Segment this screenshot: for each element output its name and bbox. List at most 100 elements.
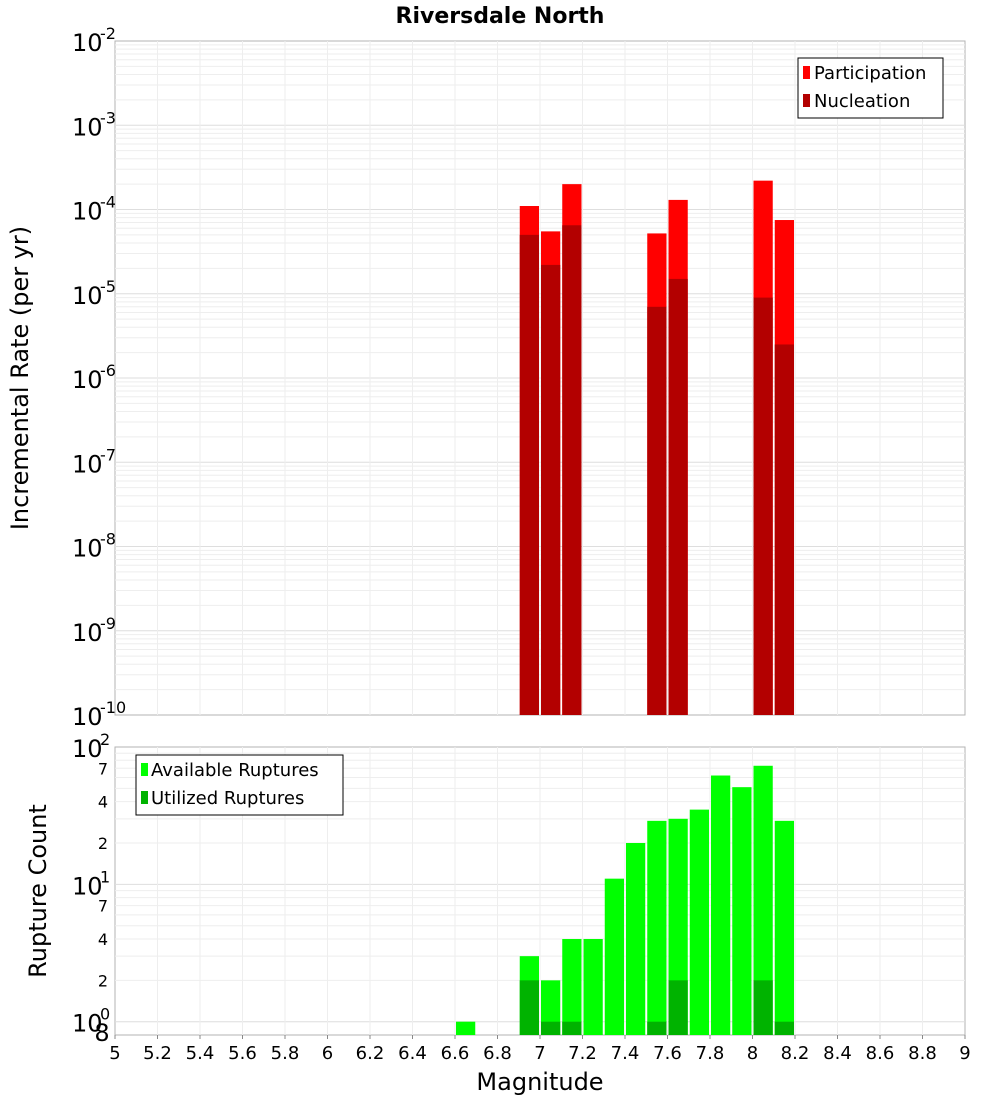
count-bars <box>456 765 794 1035</box>
bar-nucleation <box>647 306 667 715</box>
y-tick-exponent: -10 <box>100 698 126 717</box>
y-tick-exponent: 2 <box>100 730 110 749</box>
legend-swatch-available-ruptures <box>141 763 148 776</box>
x-tick-label: 8.8 <box>908 1043 937 1064</box>
bar-nucleation <box>562 225 582 715</box>
x-tick-label: 6.4 <box>398 1043 427 1064</box>
y-tick-exponent: -5 <box>100 277 116 296</box>
bar-nucleation <box>519 234 539 716</box>
x-tick-label: 7 <box>534 1043 545 1064</box>
x-tick-label: 5 <box>109 1043 120 1064</box>
legend-label-utilized-ruptures: Utilized Ruptures <box>151 788 304 809</box>
bar-utilized-ruptures <box>668 980 688 1035</box>
y-tick-exponent: 1 <box>100 867 110 886</box>
bar-nucleation <box>753 297 773 715</box>
y-tick-exponent: -2 <box>100 24 116 43</box>
bar-utilized-ruptures <box>519 980 539 1035</box>
y-tick-base: 10 <box>72 735 103 763</box>
y-minor-tick-label: 2 <box>98 971 108 990</box>
bar-available-ruptures <box>604 878 624 1035</box>
y-tick-base: 10 <box>72 113 103 141</box>
x-tick-label: 5.2 <box>143 1043 172 1064</box>
y-tick-base: 10 <box>72 29 103 57</box>
rate-legend: Participation Nucleation <box>797 57 944 119</box>
legend-label-available-ruptures: Available Ruptures <box>151 760 319 781</box>
bar-available-ruptures <box>753 765 773 1035</box>
y-minor-tick-label: 4 <box>98 793 108 812</box>
y-tick-exponent: -6 <box>100 361 116 380</box>
count-y-axis-label: Rupture Count <box>24 804 52 978</box>
x-tick-label: 5.4 <box>186 1043 215 1064</box>
y-tick-base: 10 <box>72 198 103 226</box>
x-tick-label: 8 <box>747 1043 758 1064</box>
x-tick-label: 7.2 <box>568 1043 597 1064</box>
count-legend: Available Ruptures Utilized Ruptures <box>135 754 344 816</box>
x-tick-label: 8.6 <box>866 1043 895 1064</box>
bar-utilized-ruptures <box>753 980 773 1035</box>
y-minor-tick-label: 7 <box>98 759 108 778</box>
y-tick-base: 10 <box>72 703 103 731</box>
x-tick-label: 6.6 <box>441 1043 470 1064</box>
bar-available-ruptures <box>774 820 794 1035</box>
x-tick-label: 8.4 <box>823 1043 852 1064</box>
legend-label-nucleation: Nucleation <box>814 91 910 112</box>
legend-swatch-nucleation <box>803 94 810 107</box>
y-tick-base: 10 <box>72 282 103 310</box>
y-tick-exponent: -8 <box>100 530 116 549</box>
legend-swatch-utilized-ruptures <box>141 791 148 804</box>
x-tick-label: 5.6 <box>228 1043 257 1064</box>
rate-y-axis-label: Incremental Rate (per yr) <box>6 226 34 530</box>
x-tick-label: 7.4 <box>611 1043 640 1064</box>
bar-nucleation <box>541 264 561 715</box>
y-minor-tick-label: 8 <box>94 1019 109 1047</box>
y-tick-exponent: -9 <box>100 614 116 633</box>
y-minor-tick-label: 2 <box>98 834 108 853</box>
y-tick-exponent: 0 <box>100 1005 110 1024</box>
x-tick-label: 9 <box>959 1043 970 1064</box>
bar-available-ruptures <box>583 939 603 1035</box>
y-minor-tick-label: 4 <box>98 930 108 949</box>
x-tick-label: 6.8 <box>483 1043 512 1064</box>
y-tick-exponent: -7 <box>100 445 116 464</box>
chart-title: Riversdale North <box>396 4 605 29</box>
y-tick-base: 10 <box>72 366 103 394</box>
legend-label-participation: Participation <box>814 63 926 84</box>
x-tick-labels: 5 5.2 5.4 5.6 5.8 6 6.2 6.4 6.6 6.8 7 7.2 7.4 7.6 7.8 8… <box>109 1035 971 1064</box>
x-tick-label: 7.6 <box>653 1043 682 1064</box>
x-tick-label: 8.2 <box>781 1043 810 1064</box>
bar-nucleation <box>774 344 794 715</box>
count-legend-box <box>135 754 344 816</box>
y-tick-base: 10 <box>72 450 103 478</box>
y-tick-base: 10 <box>72 872 103 900</box>
x-tick-label: 6 <box>322 1043 333 1064</box>
x-tick-label: 7.8 <box>696 1043 725 1064</box>
bar-available-ruptures <box>689 809 709 1035</box>
bar-available-ruptures <box>456 1021 476 1035</box>
bar-available-ruptures <box>626 843 646 1035</box>
y-tick-base: 10 <box>72 535 103 563</box>
rate-legend-box <box>797 57 944 119</box>
y-minor-tick-label: 7 <box>98 897 108 916</box>
legend-swatch-participation <box>803 66 810 79</box>
bar-utilized-ruptures <box>541 1021 561 1035</box>
x-axis-label: Magnitude <box>476 1068 603 1096</box>
rate-gridlines <box>115 41 965 715</box>
y-tick-exponent: -3 <box>100 108 116 127</box>
bar-utilized-ruptures <box>774 1021 794 1035</box>
count-gridlines <box>115 747 965 1035</box>
bar-available-ruptures <box>562 939 582 1035</box>
bar-nucleation <box>668 278 688 715</box>
x-tick-label: 5.8 <box>271 1043 300 1064</box>
bar-available-ruptures <box>541 980 561 1035</box>
y-tick-base: 10 <box>72 619 103 647</box>
x-tick-label: 6.2 <box>356 1043 385 1064</box>
bar-utilized-ruptures <box>647 1021 667 1035</box>
rate-bars <box>519 180 794 716</box>
bar-utilized-ruptures <box>562 1021 582 1035</box>
y-tick-exponent: -4 <box>100 193 116 212</box>
